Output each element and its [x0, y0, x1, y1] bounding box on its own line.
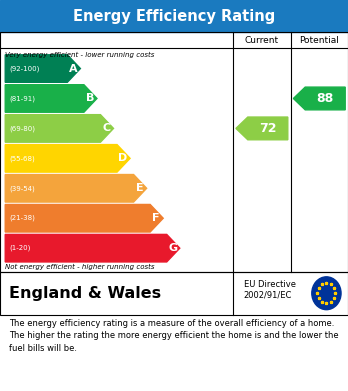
Text: (39-54): (39-54) — [9, 185, 35, 192]
Text: Current: Current — [245, 36, 279, 45]
Text: England & Wales: England & Wales — [9, 286, 161, 301]
Text: Not energy efficient - higher running costs: Not energy efficient - higher running co… — [5, 264, 155, 270]
Polygon shape — [5, 174, 147, 202]
Text: A: A — [69, 63, 78, 74]
Text: E: E — [136, 183, 143, 193]
Text: G: G — [168, 243, 177, 253]
Bar — [0, 272, 348, 315]
Polygon shape — [293, 87, 345, 110]
Text: 88: 88 — [317, 92, 334, 105]
Text: Very energy efficient - lower running costs: Very energy efficient - lower running co… — [5, 52, 155, 58]
Circle shape — [312, 277, 341, 310]
Polygon shape — [5, 234, 180, 262]
Bar — [0, 32, 348, 272]
Text: (21-38): (21-38) — [9, 215, 35, 221]
Bar — [0, 0, 348, 32]
Text: D: D — [118, 153, 127, 163]
Text: Energy Efficiency Rating: Energy Efficiency Rating — [73, 9, 275, 23]
Text: 72: 72 — [259, 122, 277, 135]
Text: (55-68): (55-68) — [9, 155, 35, 161]
Text: The energy efficiency rating is a measure of the overall efficiency of a home. T: The energy efficiency rating is a measur… — [9, 319, 338, 353]
Polygon shape — [5, 145, 130, 172]
Polygon shape — [5, 115, 113, 142]
Text: (81-91): (81-91) — [9, 95, 35, 102]
Polygon shape — [5, 204, 163, 232]
Text: (92-100): (92-100) — [9, 65, 40, 72]
Text: (1-20): (1-20) — [9, 245, 31, 251]
Bar — [0, 272, 348, 315]
Text: F: F — [152, 213, 160, 223]
Text: C: C — [102, 124, 110, 133]
Text: (69-80): (69-80) — [9, 125, 35, 132]
Text: B: B — [86, 93, 94, 104]
Text: EU Directive
2002/91/EC: EU Directive 2002/91/EC — [244, 280, 295, 299]
Polygon shape — [5, 55, 80, 83]
Bar — [0, 32, 348, 272]
Polygon shape — [236, 117, 288, 140]
Text: Potential: Potential — [299, 36, 339, 45]
Polygon shape — [5, 85, 97, 112]
